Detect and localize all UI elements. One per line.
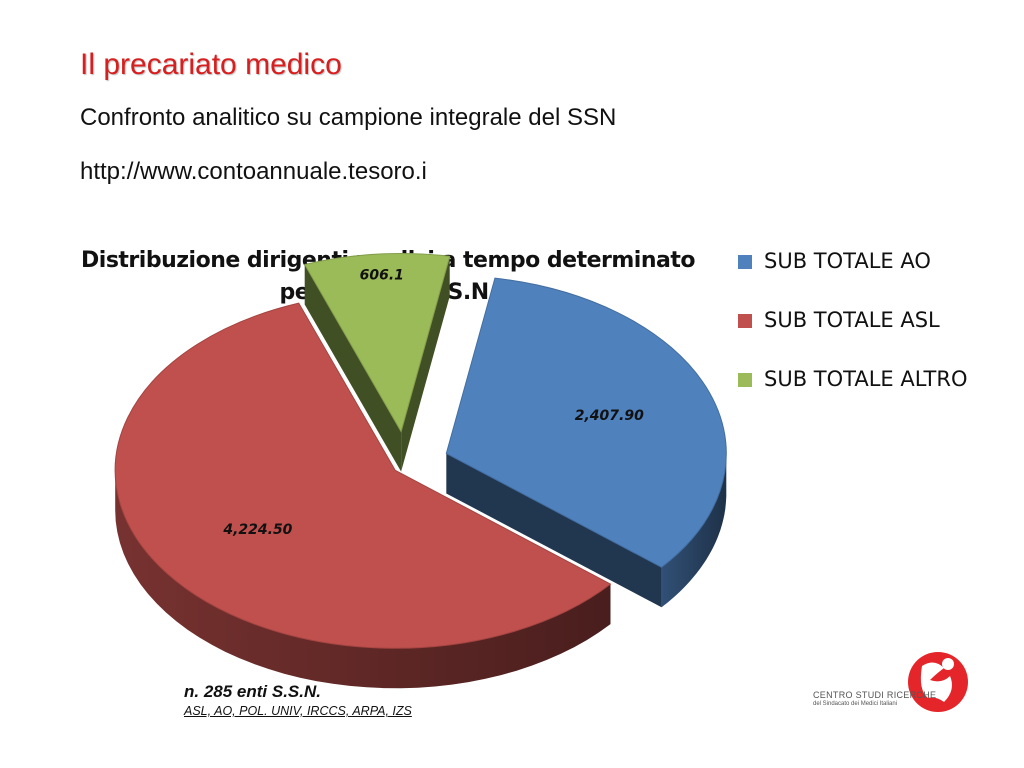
footnote: n. 285 enti S.S.N. ASL, AO, POL. UNIV, I… — [184, 682, 412, 718]
pie-wall-ao-1 — [446, 453, 662, 608]
source-url: http://www.contoannuale.tesoro.i — [80, 158, 427, 185]
legend-item-altro: SUB TOTALE ALTRO — [738, 362, 968, 396]
logo-head — [942, 658, 954, 670]
slide-subtitle: Confronto analitico su campione integral… — [80, 104, 617, 131]
legend-label-ao: SUB TOTALE AO — [764, 249, 931, 273]
pie-tops: 2,407.90 4,224.50 606.1 — [114, 253, 727, 649]
footnote-main: n. 285 enti S.S.N. — [184, 682, 321, 701]
legend-swatch-asl — [738, 314, 752, 328]
data-label-altro: 606.1 — [360, 268, 404, 284]
logo-text: CENTRO STUDI RICERCHE del Sindacato dei … — [813, 690, 936, 707]
legend-label-asl: SUB TOTALE ASL — [764, 308, 940, 332]
legend-label-altro: SUB TOTALE ALTRO — [764, 367, 968, 391]
slide-title: Il precariato medico — [80, 48, 342, 81]
logo-line-2: del Sindacato dei Medici Italiani — [813, 701, 898, 707]
legend-item-ao: SUB TOTALE AO — [738, 244, 968, 278]
pie-wall-altro-0 — [304, 264, 402, 472]
pie-slice-altro — [303, 253, 451, 433]
data-label-asl: 4,224.50 — [222, 522, 292, 538]
legend-swatch-altro — [738, 373, 752, 387]
pie-side-asl — [115, 470, 611, 689]
chart-legend: SUB TOTALE AO SUB TOTALE ASL SUB TOTALE … — [738, 244, 968, 421]
footnote-sub: ASL, AO, POL. UNIV, IRCCS, ARPA, IZS — [184, 704, 412, 718]
centro-studi-logo — [908, 652, 968, 712]
pie-slice-asl — [114, 302, 612, 649]
data-label-ao: 2,407.90 — [575, 408, 644, 424]
pie-side-ao — [661, 453, 727, 608]
logo-line-1: CENTRO STUDI RICERCHE — [813, 690, 937, 700]
legend-item-asl: SUB TOTALE ASL — [738, 303, 968, 337]
pie-sides — [115, 256, 727, 689]
pie-wall-altro-1 — [401, 256, 450, 472]
logo-figure — [920, 662, 952, 702]
legend-swatch-ao — [738, 255, 752, 269]
pie-slice-ao — [445, 277, 727, 568]
